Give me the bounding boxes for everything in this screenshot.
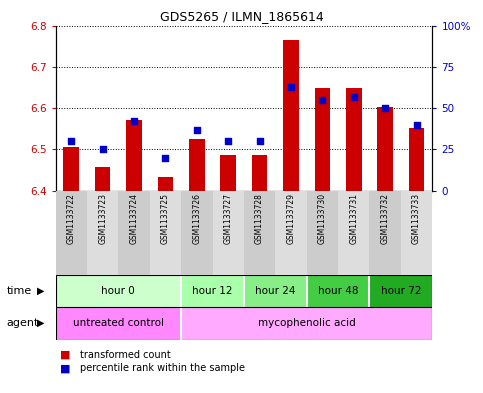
Bar xyxy=(244,191,275,275)
Text: hour 24: hour 24 xyxy=(255,286,296,296)
Text: ▶: ▶ xyxy=(37,318,45,328)
Text: hour 0: hour 0 xyxy=(101,286,135,296)
Point xyxy=(68,138,75,144)
Bar xyxy=(181,307,432,340)
Text: ■: ■ xyxy=(60,350,71,360)
Bar xyxy=(369,191,401,275)
Text: GSM1133725: GSM1133725 xyxy=(161,193,170,244)
Point xyxy=(193,127,201,133)
Bar xyxy=(118,191,150,275)
Bar xyxy=(56,307,181,340)
Point xyxy=(382,105,389,111)
Bar xyxy=(409,128,425,191)
Text: untreated control: untreated control xyxy=(73,318,164,328)
Point xyxy=(161,154,170,161)
Bar xyxy=(189,139,205,191)
Bar xyxy=(63,147,79,191)
Bar xyxy=(95,167,111,191)
Text: hour 72: hour 72 xyxy=(381,286,421,296)
Point xyxy=(412,121,420,128)
Text: GSM1133722: GSM1133722 xyxy=(67,193,76,244)
Text: transformed count: transformed count xyxy=(80,350,170,360)
Bar xyxy=(56,191,87,275)
Text: GSM1133731: GSM1133731 xyxy=(349,193,358,244)
Bar xyxy=(181,191,213,275)
Text: GSM1133724: GSM1133724 xyxy=(129,193,139,244)
Bar xyxy=(283,40,299,191)
Bar xyxy=(346,88,362,191)
Bar xyxy=(87,191,118,275)
Text: percentile rank within the sample: percentile rank within the sample xyxy=(80,364,245,373)
Bar xyxy=(157,177,173,191)
Bar xyxy=(252,155,268,191)
Bar xyxy=(275,191,307,275)
Point xyxy=(319,97,327,103)
Bar xyxy=(181,275,244,307)
Text: time: time xyxy=(6,286,31,296)
Bar xyxy=(307,275,369,307)
Bar xyxy=(369,275,432,307)
Text: GSM1133732: GSM1133732 xyxy=(381,193,390,244)
Text: agent: agent xyxy=(6,318,39,328)
Point xyxy=(224,138,232,144)
Text: GSM1133730: GSM1133730 xyxy=(318,193,327,244)
Text: hour 48: hour 48 xyxy=(318,286,358,296)
Bar xyxy=(307,191,338,275)
Bar xyxy=(213,191,244,275)
Bar xyxy=(220,155,236,191)
Text: GSM1133723: GSM1133723 xyxy=(98,193,107,244)
Bar xyxy=(244,275,307,307)
Text: GSM1133726: GSM1133726 xyxy=(192,193,201,244)
Bar xyxy=(126,119,142,191)
Bar xyxy=(150,191,181,275)
Text: GDS5265 / ILMN_1865614: GDS5265 / ILMN_1865614 xyxy=(159,10,324,23)
Text: GSM1133728: GSM1133728 xyxy=(255,193,264,244)
Bar xyxy=(377,107,393,191)
Text: ■: ■ xyxy=(60,364,71,373)
Bar xyxy=(338,191,369,275)
Bar xyxy=(314,88,330,191)
Point xyxy=(287,83,295,90)
Text: GSM1133733: GSM1133733 xyxy=(412,193,421,244)
Point xyxy=(256,138,264,144)
Point xyxy=(99,146,107,152)
Text: GSM1133729: GSM1133729 xyxy=(286,193,296,244)
Text: GSM1133727: GSM1133727 xyxy=(224,193,233,244)
Text: mycophenolic acid: mycophenolic acid xyxy=(258,318,355,328)
Point xyxy=(130,118,138,125)
Point xyxy=(350,94,357,100)
Bar xyxy=(56,275,181,307)
Text: hour 12: hour 12 xyxy=(192,286,233,296)
Bar xyxy=(401,191,432,275)
Text: ▶: ▶ xyxy=(37,286,45,296)
